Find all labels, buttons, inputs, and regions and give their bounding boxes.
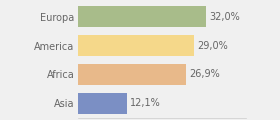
Bar bbox=[78, 35, 194, 56]
Text: 32,0%: 32,0% bbox=[210, 12, 240, 22]
Bar bbox=[78, 6, 206, 27]
Text: 12,1%: 12,1% bbox=[130, 98, 161, 108]
Text: 29,0%: 29,0% bbox=[198, 41, 228, 51]
Bar bbox=[78, 64, 186, 85]
Text: 26,9%: 26,9% bbox=[189, 69, 220, 79]
Bar bbox=[78, 93, 127, 114]
